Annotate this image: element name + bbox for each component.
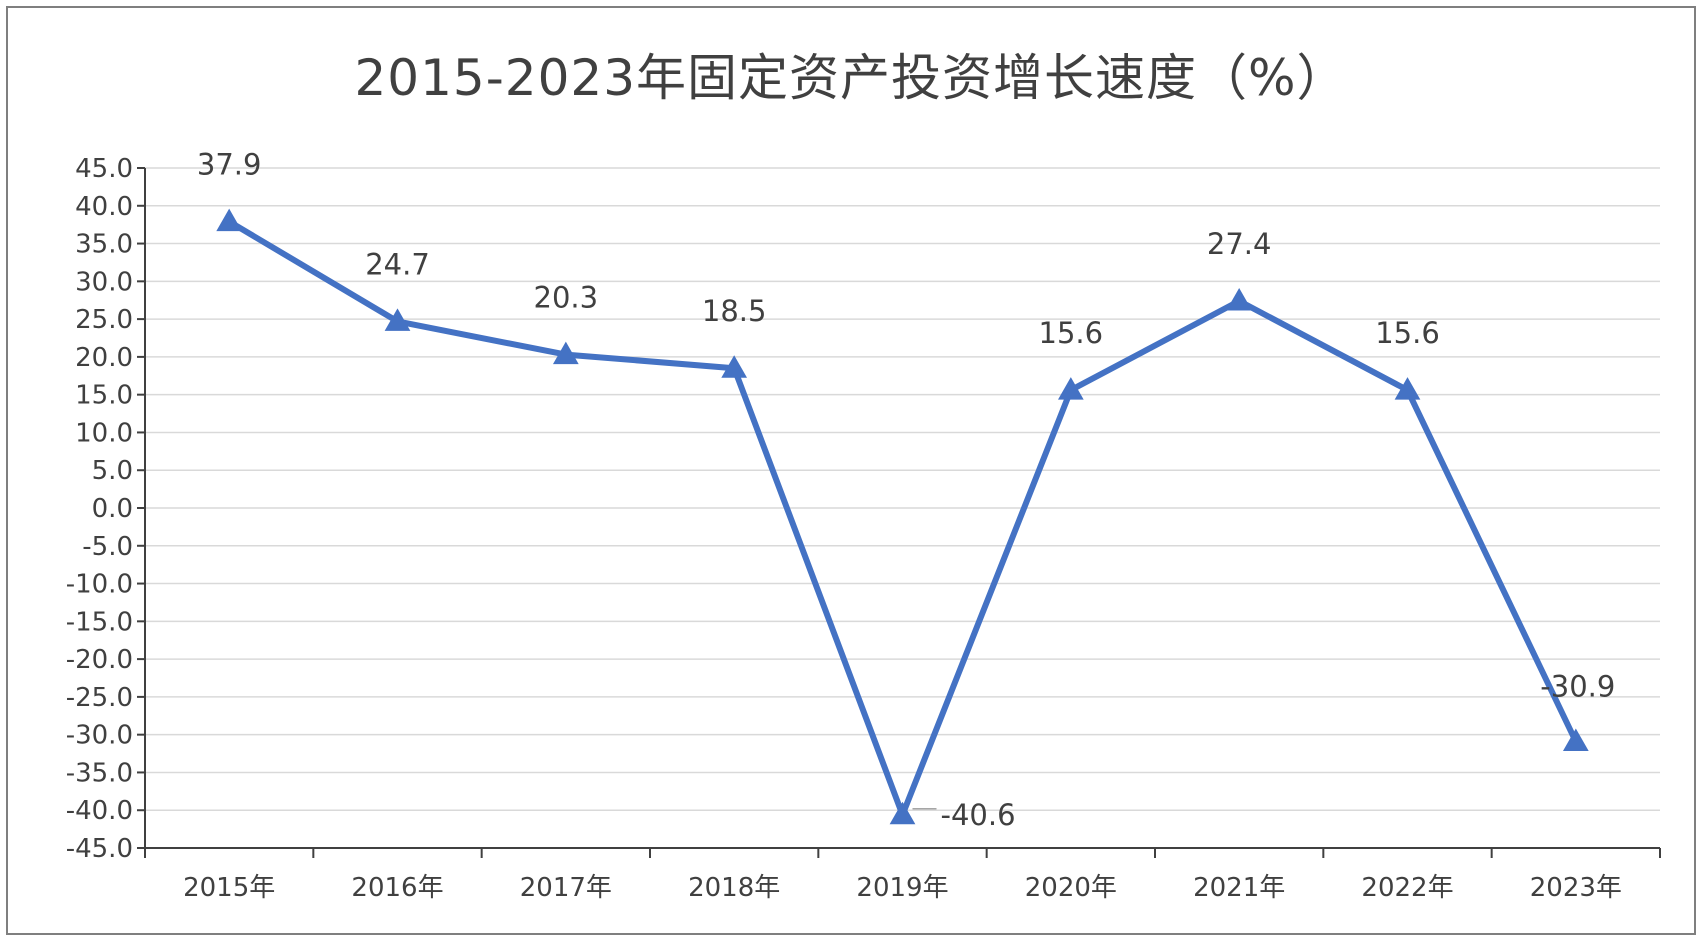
point-marker [1226, 287, 1253, 311]
data-labels: 37.9 24.7 20.3 18.5 -40.6 15.6 27.4 15.6 -30.9 [197, 148, 1615, 832]
y-tick-label: 5.0 [92, 456, 133, 486]
data-label: 37.9 [197, 148, 262, 182]
x-tick-label: 2019年 [856, 873, 948, 903]
y-tick-label: -5.0 [82, 532, 133, 562]
point-marker [552, 341, 579, 365]
data-label: 24.7 [365, 247, 430, 281]
point-marker [721, 355, 748, 378]
y-tick-label: 15.0 [75, 381, 133, 411]
point-marker [1562, 728, 1589, 751]
point-marker [384, 308, 411, 331]
y-tick-label: -45.0 [66, 834, 133, 864]
x-tick-label: 2023年 [1530, 873, 1622, 903]
data-label: -30.9 [1540, 669, 1615, 703]
y-tick-label: -15.0 [66, 607, 133, 637]
y-tick-label: 0.0 [92, 494, 133, 524]
y-tick-label: -20.0 [66, 645, 133, 675]
y-tick-label: -40.0 [66, 796, 133, 826]
x-tick-label: 2015年 [183, 873, 275, 903]
data-label: 15.6 [1375, 316, 1440, 350]
axes [137, 167, 1661, 858]
x-tick-label: 2018年 [688, 873, 780, 903]
y-tick-labels: 45.0 40.0 35.0 30.0 25.0 20.0 15.0 10.0 5.0 0.0 -5… [66, 154, 133, 864]
x-tick-label: 2016年 [351, 873, 443, 903]
y-tick-label: 35.0 [75, 230, 133, 260]
x-tick-labels: 2015年 2016年 2017年 2018年 2019年 2020年 2021年 2022年… [183, 873, 1622, 903]
point-marker [216, 208, 243, 232]
gridlines [145, 167, 1660, 811]
y-tick-label: 10.0 [75, 418, 133, 448]
chart-title: 2015-2023年固定资产投资增长速度（%） [354, 49, 1348, 107]
y-tick-label: -10.0 [66, 570, 133, 600]
data-label: -40.6 [941, 798, 1016, 832]
y-tick-label: -30.0 [66, 721, 133, 751]
x-tick-label: 2021年 [1193, 873, 1285, 903]
series-line [226, 218, 1579, 818]
data-label: 18.5 [702, 294, 767, 328]
series-investment-growth [216, 208, 1589, 825]
point-marker [889, 801, 916, 825]
y-tick-label: 25.0 [75, 305, 133, 335]
point-marker [1394, 377, 1421, 400]
point-marker [1057, 377, 1084, 400]
x-tick-label: 2022年 [1361, 873, 1453, 903]
y-tick-label: 30.0 [75, 267, 133, 297]
y-tick-label: 20.0 [75, 343, 133, 373]
x-tick-label: 2020年 [1025, 873, 1117, 903]
y-tick-label: -35.0 [66, 758, 133, 788]
x-tick-label: 2017年 [520, 873, 612, 903]
data-label: 27.4 [1207, 227, 1272, 261]
y-tick-label: 40.0 [75, 192, 133, 222]
y-tick-label: -25.0 [66, 683, 133, 713]
data-label: 15.6 [1039, 316, 1104, 350]
data-label: 20.3 [534, 281, 599, 315]
y-tick-label: 45.0 [75, 154, 133, 184]
